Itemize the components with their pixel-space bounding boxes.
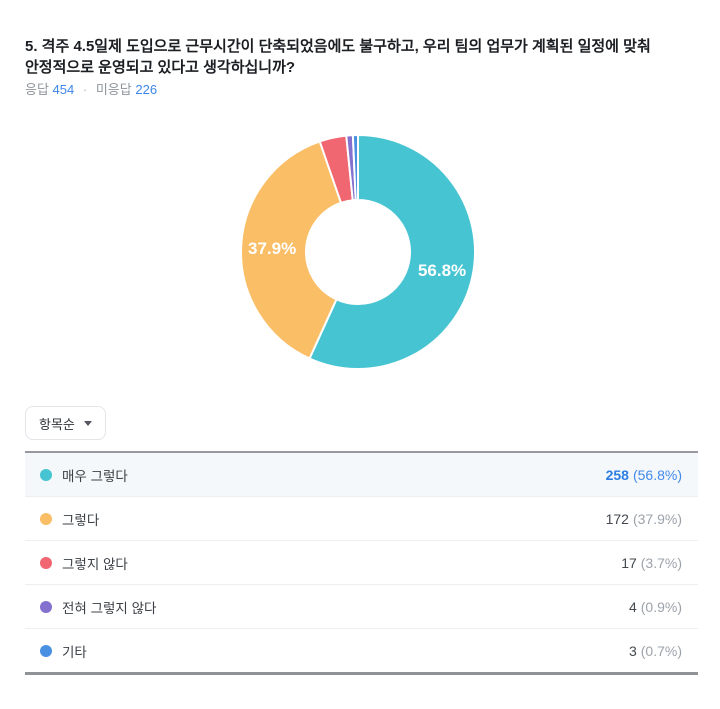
unanswered-count: 226 (135, 82, 158, 97)
table-row[interactable]: 전혀 그렇지 않다 4 (0.9%) (25, 585, 698, 629)
row-count: 17 (621, 554, 637, 571)
sort-dropdown[interactable]: 항목순 (25, 406, 106, 440)
row-label: 기타 (62, 644, 87, 660)
slice-label-0: 56.8% (418, 261, 466, 280)
table-row[interactable]: 그렇지 않다 17 (3.7%) (25, 541, 698, 585)
table-row[interactable]: 그렇다 172 (37.9%) (25, 497, 698, 541)
donut-slice-1[interactable] (240, 140, 343, 360)
row-label: 그렇지 않다 (62, 556, 128, 572)
row-count: 4 (628, 598, 637, 615)
donut-chart: 56.8% 37.9% (228, 122, 488, 382)
row-percent: (0.7%) (640, 642, 682, 659)
legend-dot (40, 512, 52, 525)
question-title: 5. 격주 4.5일제 도입으로 근무시간이 단축되었음에도 불구하고, 우리 … (25, 36, 695, 78)
row-label: 매우 그렇다 (62, 468, 128, 484)
unanswered-label: 미응답 (95, 82, 132, 97)
legend-dot (40, 556, 52, 569)
sort-dropdown-label: 항목순 (39, 416, 75, 432)
row-percent: (0.9%) (640, 598, 682, 615)
answered-label: 응답 (25, 82, 49, 97)
row-values: 172 (37.9%) (606, 511, 682, 527)
chevron-down-icon (83, 420, 92, 426)
stats-separator: · (82, 82, 88, 97)
answered-count: 454 (52, 82, 75, 97)
row-percent: (56.8%) (632, 466, 682, 483)
question-title-line2: 안정적으로 운영되고 있다고 생각하십니까? (25, 59, 296, 76)
row-values: 258 (56.8%) (606, 467, 682, 483)
row-count: 172 (605, 510, 629, 527)
row-percent: (3.7%) (640, 554, 682, 571)
donut-chart-svg: 56.8% 37.9% (240, 133, 476, 370)
results-table: 매우 그렇다 258 (56.8%) 그렇다 172 (37.9%) 그렇지 않다 … (25, 451, 698, 675)
row-values: 4 (0.9%) (629, 599, 682, 615)
slice-label-1: 37.9% (248, 239, 296, 258)
row-count: 3 (628, 642, 637, 659)
legend-dot (40, 600, 52, 613)
row-values: 3 (0.7%) (629, 643, 682, 659)
donut-slice-4[interactable] (351, 133, 359, 202)
table-row[interactable]: 매우 그렇다 258 (56.8%) (25, 453, 698, 497)
donut-slice-0[interactable] (308, 133, 476, 370)
row-label: 그렇다 (62, 512, 100, 528)
legend-dot (40, 644, 52, 657)
question-title-line1: 5. 격주 4.5일제 도입으로 근무시간이 단축되었음에도 불구하고, 우리 … (25, 38, 651, 55)
row-percent: (37.9%) (632, 510, 682, 527)
row-count: 258 (605, 466, 629, 483)
response-stats: 응답 454 · 미응답 226 (25, 79, 157, 98)
legend-dot (40, 468, 52, 481)
table-row[interactable]: 기타 3 (0.7%) (25, 629, 698, 672)
row-label: 전혀 그렇지 않다 (62, 600, 157, 616)
row-values: 17 (3.7%) (621, 555, 682, 571)
